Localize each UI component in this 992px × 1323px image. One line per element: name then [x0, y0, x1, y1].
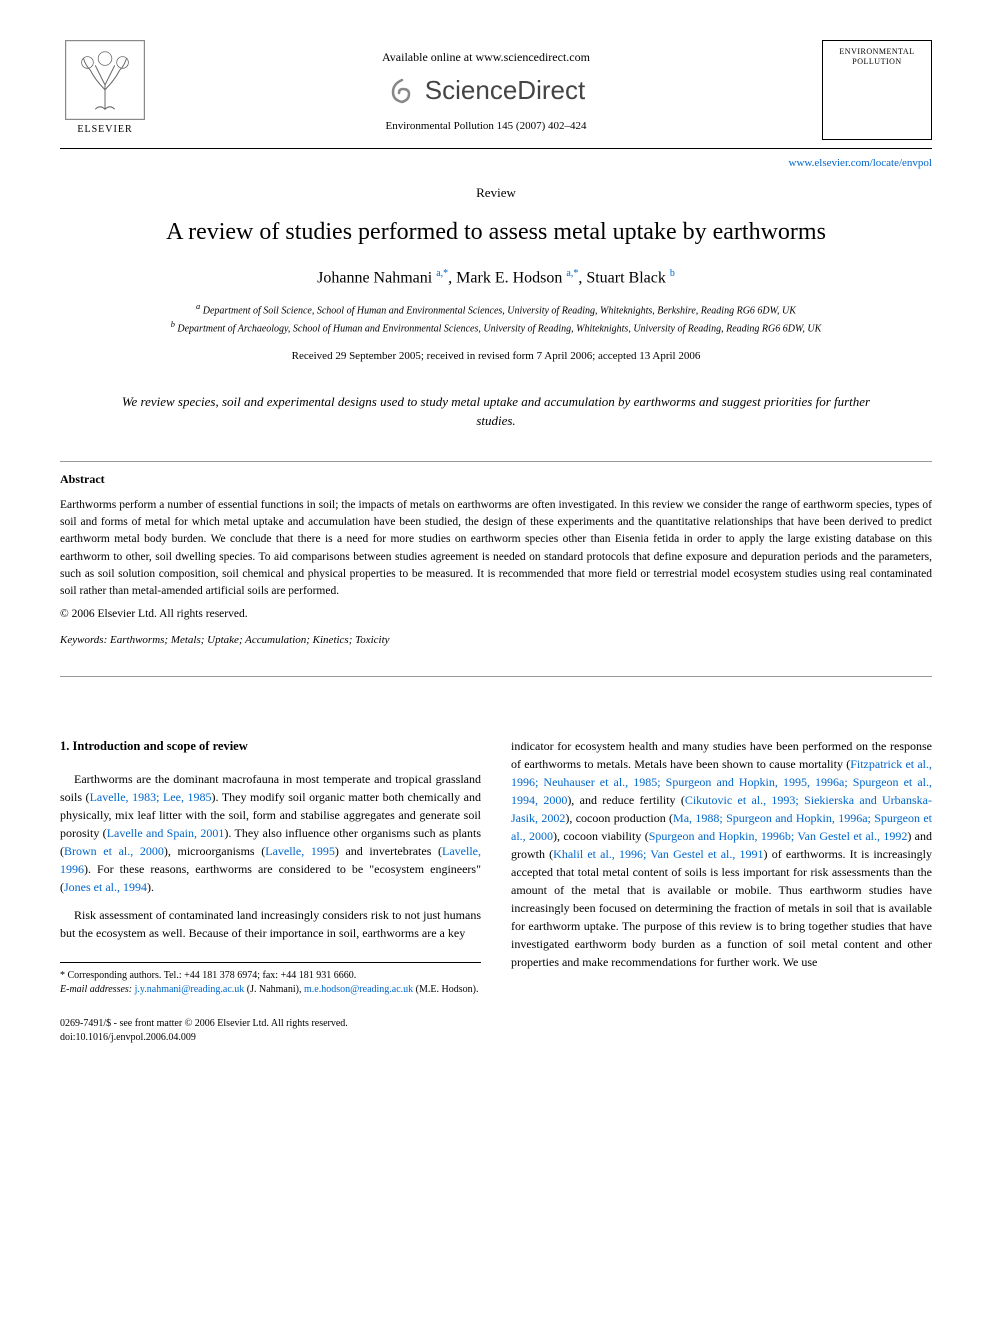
- body-paragraph-3: indicator for ecosystem health and many …: [511, 737, 932, 971]
- corresponding-author: * Corresponding authors. Tel.: +44 181 3…: [60, 969, 481, 983]
- center-header: Available online at www.sciencedirect.co…: [150, 40, 822, 136]
- keywords-list: Earthworms; Metals; Uptake; Accumulation…: [110, 634, 390, 646]
- sciencedirect-text: ScienceDirect: [425, 75, 585, 106]
- ref-link[interactable]: Spurgeon and Hopkin, 1996b; Van Gestel e…: [649, 829, 908, 843]
- body-paragraph-2: Risk assessment of contaminated land inc…: [60, 906, 481, 942]
- footer-copyright: 0269-7491/$ - see front matter © 2006 El…: [60, 1017, 932, 1031]
- section-heading: 1. Introduction and scope of review: [60, 737, 481, 756]
- abstract-heading: Abstract: [60, 472, 932, 487]
- journal-homepage-link[interactable]: www.elsevier.com/locate/envpol: [789, 157, 932, 169]
- header-divider: [60, 148, 932, 149]
- elsevier-text: ELSEVIER: [77, 124, 132, 135]
- journal-reference: Environmental Pollution 145 (2007) 402–4…: [150, 120, 822, 132]
- sciencedirect-icon: [387, 76, 417, 106]
- authors: Johanne Nahmani a,*, Mark E. Hodson a,*,…: [60, 268, 932, 287]
- journal-box-title: ENVIRONMENTAL POLLUTION: [827, 47, 927, 68]
- abstract-bottom-divider: [60, 676, 932, 677]
- keywords-label: Keywords:: [60, 634, 107, 646]
- right-column: indicator for ecosystem health and many …: [511, 737, 932, 997]
- available-online-text: Available online at www.sciencedirect.co…: [150, 50, 822, 65]
- ref-link[interactable]: Lavelle and Spain, 2001: [107, 826, 225, 840]
- ref-link[interactable]: Lavelle, 1995: [265, 844, 335, 858]
- email-link-1[interactable]: j.y.nahmani@reading.ac.uk: [135, 984, 245, 995]
- article-title: A review of studies performed to assess …: [60, 219, 932, 246]
- sciencedirect-logo: ScienceDirect: [150, 75, 822, 106]
- header-row: ELSEVIER Available online at www.science…: [60, 40, 932, 140]
- left-column: 1. Introduction and scope of review Eart…: [60, 737, 481, 997]
- copyright-text: © 2006 Elsevier Ltd. All rights reserved…: [60, 608, 932, 620]
- elsevier-logo: ELSEVIER: [60, 40, 150, 140]
- footnotes: * Corresponding authors. Tel.: +44 181 3…: [60, 962, 481, 997]
- article-type: Review: [60, 185, 932, 201]
- ref-link[interactable]: Lavelle, 1983; Lee, 1985: [90, 790, 212, 804]
- email-addresses: E-mail addresses: j.y.nahmani@reading.ac…: [60, 983, 481, 997]
- abstract-top-divider: [60, 461, 932, 462]
- footer-doi: doi:10.1016/j.envpol.2006.04.009: [60, 1031, 932, 1045]
- keywords: Keywords: Earthworms; Metals; Uptake; Ac…: [60, 634, 932, 646]
- footer: 0269-7491/$ - see front matter © 2006 El…: [60, 1017, 932, 1045]
- ref-link[interactable]: Jones et al., 1994: [64, 880, 147, 894]
- body-columns: 1. Introduction and scope of review Eart…: [60, 737, 932, 997]
- affiliations: a Department of Soil Science, School of …: [60, 301, 932, 336]
- ref-link[interactable]: Khalil et al., 1996; Van Gestel et al., …: [553, 847, 763, 861]
- journal-link-row: www.elsevier.com/locate/envpol: [60, 153, 932, 171]
- elsevier-tree-icon: [65, 40, 145, 120]
- body-paragraph-1: Earthworms are the dominant macrofauna i…: [60, 770, 481, 896]
- affiliation-b: b Department of Archaeology, School of H…: [60, 319, 932, 336]
- ref-link[interactable]: Brown et al., 2000: [64, 844, 164, 858]
- journal-cover-box: ENVIRONMENTAL POLLUTION: [822, 40, 932, 140]
- article-dates: Received 29 September 2005; received in …: [60, 350, 932, 362]
- affiliation-a: a Department of Soil Science, School of …: [60, 301, 932, 318]
- abstract-text: Earthworms perform a number of essential…: [60, 497, 932, 601]
- email-link-2[interactable]: m.e.hodson@reading.ac.uk: [304, 984, 413, 995]
- highlight-text: We review species, soil and experimental…: [120, 392, 872, 431]
